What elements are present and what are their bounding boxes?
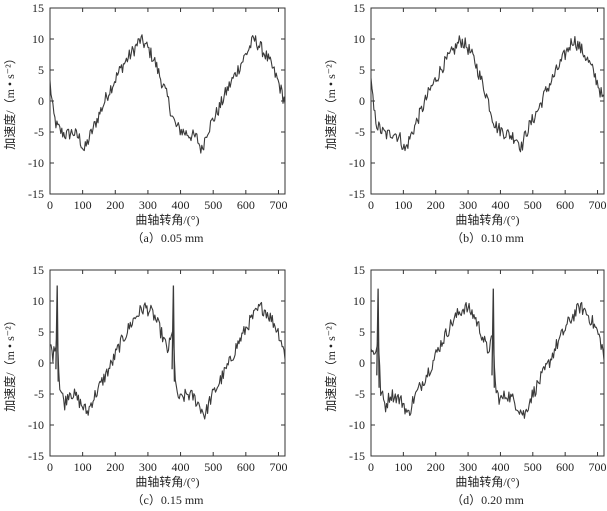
y-axis-label: 加速度/（m • s⁻²） bbox=[323, 52, 338, 149]
y-tick-label: 0 bbox=[359, 94, 365, 108]
x-tick-label: 0 bbox=[368, 460, 374, 474]
series-line-0 bbox=[49, 301, 286, 420]
series-line-0 bbox=[370, 35, 605, 153]
x-tick-label: 0 bbox=[47, 460, 53, 474]
x-tick-label: 100 bbox=[74, 460, 92, 474]
panel-caption: （b）0.10 mm bbox=[451, 231, 524, 245]
y-tick-label: -5 bbox=[355, 125, 365, 139]
y-tick-label: 15 bbox=[32, 263, 44, 277]
y-axis-label: 加速度/（m • s⁻²） bbox=[2, 52, 17, 149]
x-tick-label: 700 bbox=[269, 198, 287, 212]
x-tick-label: 300 bbox=[139, 198, 157, 212]
x-tick-label: 200 bbox=[427, 198, 445, 212]
x-tick-label: 600 bbox=[556, 198, 574, 212]
y-tick-label: 5 bbox=[38, 325, 44, 339]
x-tick-label: 500 bbox=[204, 460, 222, 474]
x-axis-label: 曲轴转角/(°) bbox=[135, 212, 199, 227]
x-tick-label: 500 bbox=[524, 198, 542, 212]
x-tick-label: 500 bbox=[524, 460, 542, 474]
x-tick-label: 600 bbox=[556, 460, 574, 474]
y-tick-label: -15 bbox=[28, 449, 44, 463]
x-tick-label: 700 bbox=[269, 460, 287, 474]
x-tick-label: 400 bbox=[491, 460, 509, 474]
y-tick-label: 15 bbox=[353, 1, 365, 15]
y-tick-label: -10 bbox=[349, 156, 365, 170]
plot-frame bbox=[49, 7, 286, 195]
plot-frame bbox=[370, 269, 605, 457]
y-tick-label: 5 bbox=[38, 63, 44, 77]
series-line-0 bbox=[49, 34, 286, 154]
x-tick-label: 100 bbox=[394, 198, 412, 212]
x-tick-label: 300 bbox=[139, 460, 157, 474]
y-tick-label: 15 bbox=[353, 263, 365, 277]
x-axis-label: 曲轴转角/(°) bbox=[455, 474, 519, 489]
impact-spike-0 bbox=[376, 288, 380, 388]
panel-caption: （c）0.15 mm bbox=[132, 493, 205, 507]
y-tick-label: 5 bbox=[359, 325, 365, 339]
y-tick-label: 10 bbox=[32, 32, 44, 46]
y-tick-label: -15 bbox=[28, 187, 44, 201]
x-axis-label: 曲轴转角/(°) bbox=[135, 474, 199, 489]
impact-spike-1 bbox=[491, 288, 495, 388]
x-tick-label: 200 bbox=[106, 198, 124, 212]
x-tick-label: 600 bbox=[237, 198, 255, 212]
x-tick-label: 400 bbox=[172, 460, 190, 474]
x-tick-label: 300 bbox=[459, 198, 477, 212]
x-tick-label: 200 bbox=[106, 460, 124, 474]
y-tick-label: 5 bbox=[359, 63, 365, 77]
y-tick-label: 0 bbox=[38, 356, 44, 370]
plot-frame bbox=[49, 269, 286, 457]
y-tick-label: -5 bbox=[355, 387, 365, 401]
impact-spike-1 bbox=[171, 285, 176, 382]
x-tick-label: 700 bbox=[589, 198, 607, 212]
x-axis-label: 曲轴转角/(°) bbox=[455, 212, 519, 227]
y-tick-label: 0 bbox=[38, 94, 44, 108]
y-tick-label: 10 bbox=[353, 294, 365, 308]
y-tick-label: -5 bbox=[34, 125, 44, 139]
x-tick-label: 100 bbox=[394, 460, 412, 474]
y-tick-label: 0 bbox=[359, 356, 365, 370]
plot-frame bbox=[370, 7, 605, 195]
y-axis-label: 加速度/（m • s⁻²） bbox=[323, 314, 338, 411]
impact-spike-0 bbox=[55, 285, 59, 382]
y-tick-label: 15 bbox=[32, 1, 44, 15]
y-tick-label: -5 bbox=[34, 387, 44, 401]
x-tick-label: 200 bbox=[427, 460, 445, 474]
y-tick-label: -15 bbox=[349, 187, 365, 201]
x-tick-label: 500 bbox=[204, 198, 222, 212]
x-tick-label: 700 bbox=[589, 460, 607, 474]
x-tick-label: 100 bbox=[74, 198, 92, 212]
y-tick-label: 10 bbox=[32, 294, 44, 308]
series-line-0 bbox=[370, 301, 605, 419]
panel-caption: （d）0.20 mm bbox=[451, 493, 524, 507]
x-tick-label: 400 bbox=[491, 198, 509, 212]
x-tick-label: 400 bbox=[172, 198, 190, 212]
x-tick-label: 0 bbox=[368, 198, 374, 212]
y-tick-label: -15 bbox=[349, 449, 365, 463]
y-axis-label: 加速度/（m • s⁻²） bbox=[2, 314, 17, 411]
y-tick-label: -10 bbox=[28, 418, 44, 432]
y-tick-label: 10 bbox=[353, 32, 365, 46]
y-tick-label: -10 bbox=[28, 156, 44, 170]
panel-caption: （a）0.05 mm bbox=[132, 231, 205, 245]
x-tick-label: 600 bbox=[237, 460, 255, 474]
y-tick-label: -10 bbox=[349, 418, 365, 432]
x-tick-label: 300 bbox=[459, 460, 477, 474]
x-tick-label: 0 bbox=[47, 198, 53, 212]
